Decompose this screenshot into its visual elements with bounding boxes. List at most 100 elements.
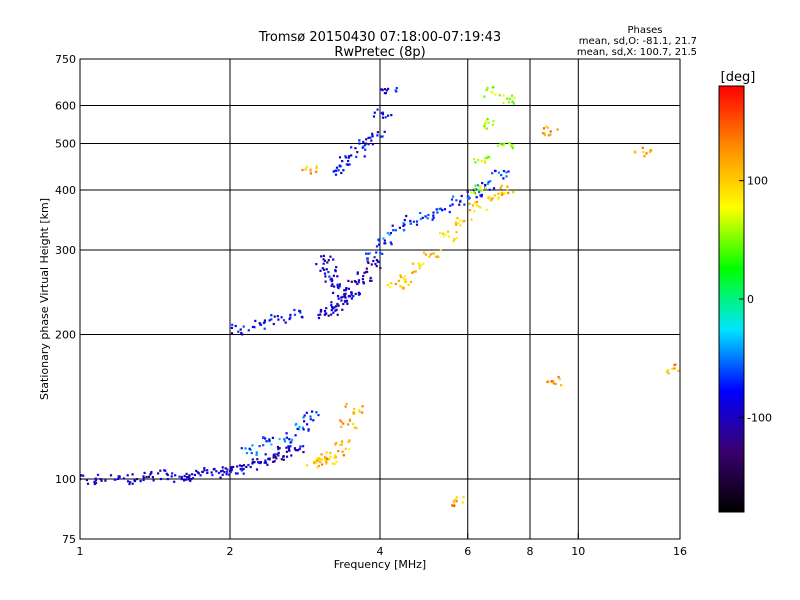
data-point-dot — [512, 102, 515, 105]
data-point-dot — [492, 120, 495, 123]
data-point-dot — [511, 100, 514, 103]
data-point-dot — [264, 453, 267, 456]
data-point-dot — [199, 474, 202, 477]
data-point-dot — [330, 313, 333, 316]
data-point-dot — [439, 249, 442, 252]
data-point-dot — [195, 469, 198, 472]
data-point-dot — [302, 428, 305, 431]
data-point-dot — [358, 142, 361, 145]
data-point-dot — [352, 295, 355, 298]
data-point-dot — [479, 194, 482, 197]
data-point-dot — [211, 474, 214, 477]
data-point-dot — [421, 216, 424, 219]
data-point-dot — [147, 475, 150, 478]
y-tick-label: 100 — [55, 473, 76, 486]
data-point-dot — [467, 197, 470, 200]
data-point-dot — [299, 445, 302, 448]
data-point-dot — [193, 473, 196, 477]
data-point-dot — [356, 282, 359, 286]
data-point-dot — [398, 226, 401, 229]
data-point-dot — [264, 459, 267, 462]
data-point-dot — [116, 477, 120, 480]
data-point-dot — [323, 259, 326, 262]
data-point-dot — [354, 292, 357, 295]
data-point-dot — [380, 88, 383, 91]
data-point — [496, 142, 514, 150]
data-point-dot — [323, 313, 326, 316]
data-point-dot — [502, 144, 505, 147]
data-point-dot — [474, 161, 477, 164]
data-point-dot — [438, 207, 441, 211]
data-point-dot — [394, 282, 397, 286]
data-point-dot — [471, 204, 475, 207]
data-point-dot — [402, 287, 405, 290]
data-point-dot — [230, 467, 233, 470]
data-point — [325, 306, 339, 316]
data-point-dot — [320, 463, 324, 466]
data-point-dot — [325, 460, 328, 463]
data-point-dot — [483, 95, 486, 98]
data-point — [419, 211, 435, 221]
data-point-dot — [347, 279, 350, 282]
data-point-dot — [641, 146, 644, 149]
data-point-dot — [543, 133, 546, 137]
data-point-dot — [426, 217, 429, 220]
data-point-dot — [323, 268, 326, 271]
data-point-dot — [263, 461, 266, 464]
data-point-dot — [379, 251, 382, 254]
data-point-dot — [100, 479, 103, 482]
data-point — [336, 291, 355, 300]
data-point-dot — [504, 192, 507, 195]
data-point-dot — [324, 458, 327, 461]
data-point-dot — [365, 142, 368, 145]
data-point-dot — [418, 264, 421, 267]
data-point-dot — [350, 291, 353, 294]
data-point-dot — [412, 262, 415, 265]
data-point-dot — [366, 270, 369, 273]
data-point-dot — [501, 143, 504, 146]
data-point-dot — [455, 231, 458, 234]
data-point-dot — [485, 120, 488, 123]
data-point-dot — [341, 308, 344, 311]
data-point — [318, 453, 338, 466]
data-point-dot — [337, 169, 340, 172]
data-point-dot — [320, 255, 323, 258]
data-point-dot — [188, 474, 191, 477]
data-point-dot — [453, 504, 456, 507]
data-point-dot — [302, 451, 305, 454]
data-point-dot — [234, 472, 238, 475]
data-point-dot — [331, 307, 334, 310]
data-point-dot — [371, 134, 374, 137]
data-point-dot — [384, 92, 387, 95]
data-point-dot — [409, 222, 412, 225]
data-point-dot — [387, 114, 390, 117]
data-point-dot — [268, 457, 271, 460]
data-point-dot — [443, 208, 447, 211]
data-point-dot — [258, 445, 261, 448]
data-point-dot — [336, 283, 339, 286]
data-point — [109, 474, 130, 483]
data-point-dot — [319, 313, 322, 316]
data-point-dot — [436, 211, 439, 214]
data-point-dot — [317, 464, 320, 468]
data-point-dot — [394, 229, 397, 232]
data-point-dot — [221, 473, 224, 476]
data-point-dot — [94, 481, 98, 485]
data-point-dot — [424, 253, 427, 256]
data-point — [302, 410, 320, 423]
data-point-dot — [508, 97, 511, 101]
data-point-dot — [486, 182, 489, 185]
data-point-dot — [552, 382, 555, 385]
data-point-dot — [431, 252, 434, 255]
data-point-dot — [543, 132, 546, 135]
data-point-dot — [331, 283, 334, 286]
data-point-dot — [346, 302, 349, 305]
data-point-dot — [473, 187, 476, 191]
data-point-dot — [363, 144, 367, 147]
data-point-dot — [339, 443, 342, 447]
data-point-dot — [298, 447, 301, 451]
data-point-dot — [427, 213, 430, 217]
data-point-dot — [228, 473, 231, 476]
data-point-dot — [547, 380, 550, 383]
data-point-dot — [271, 436, 274, 439]
